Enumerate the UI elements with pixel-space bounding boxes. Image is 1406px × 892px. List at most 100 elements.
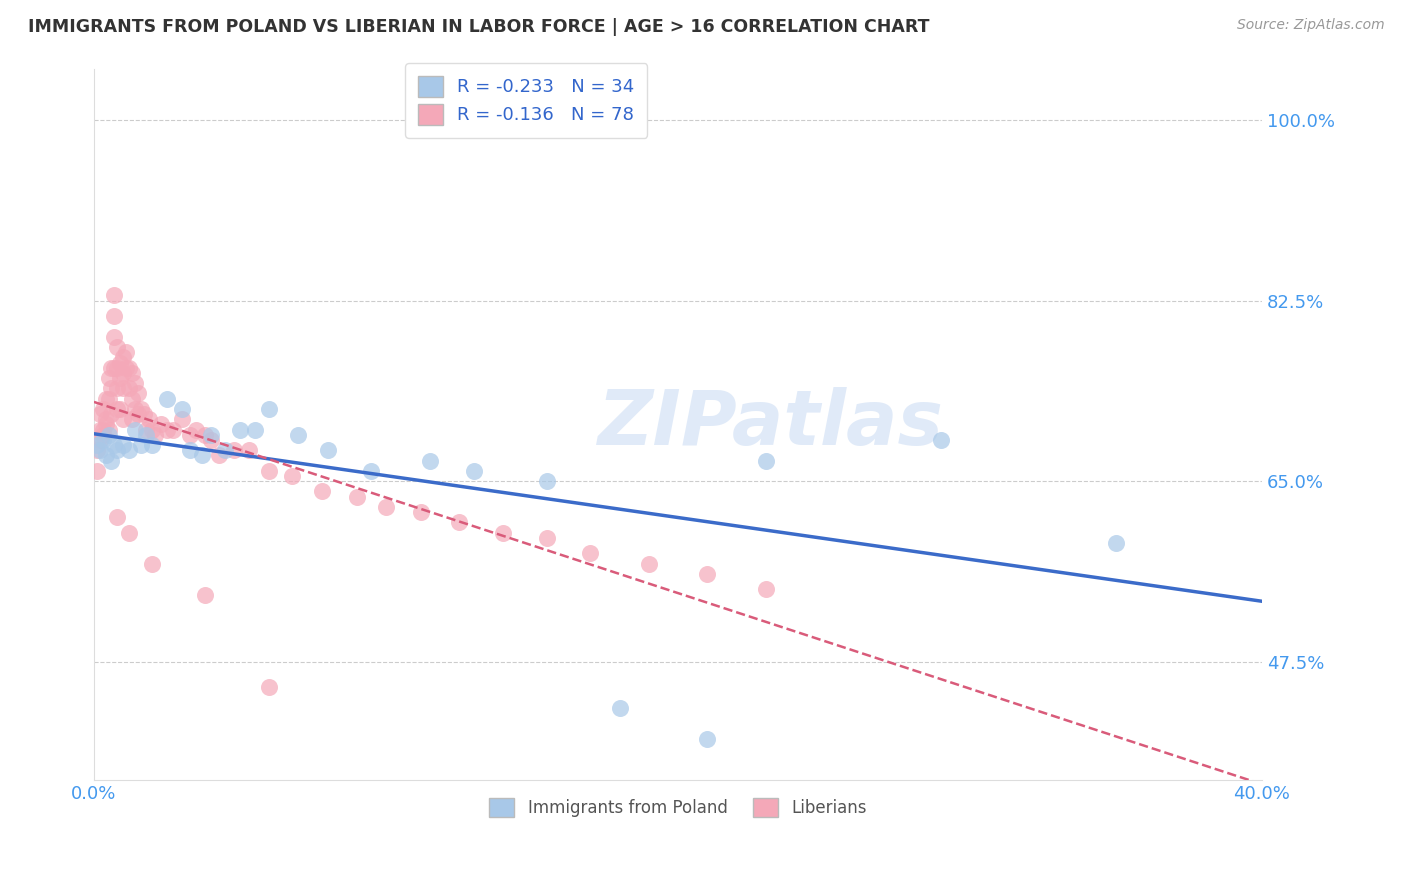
Point [108, 401, 131, 416]
Point [94, 412, 117, 426]
Point [257, 464, 280, 478]
Point [609, 701, 631, 715]
Point [129, 401, 152, 416]
Point [156, 392, 179, 406]
Point [94, 392, 117, 406]
Point [222, 443, 245, 458]
Point [536, 474, 558, 488]
Point [118, 525, 141, 540]
Point [124, 401, 146, 416]
Point [105, 381, 128, 395]
Point [579, 546, 602, 560]
Point [316, 443, 339, 458]
Point [103, 329, 125, 343]
Point [100, 407, 122, 421]
Point [346, 490, 368, 504]
Point [103, 360, 125, 375]
Point [118, 360, 141, 375]
Point [118, 381, 141, 395]
Point [929, 433, 952, 447]
Point [194, 427, 217, 442]
Point [124, 423, 146, 437]
Point [243, 423, 266, 437]
Point [200, 433, 222, 447]
Point [97, 392, 120, 406]
Point [121, 412, 143, 426]
Point [91, 427, 114, 442]
Point [127, 407, 149, 421]
Point [115, 345, 138, 359]
Point [115, 360, 138, 375]
Point [257, 681, 280, 695]
Point [112, 438, 135, 452]
Point [447, 516, 470, 530]
Point [374, 500, 396, 514]
Point [170, 412, 193, 426]
Point [91, 423, 114, 437]
Point [141, 438, 163, 452]
Point [91, 433, 114, 447]
Point [281, 469, 304, 483]
Point [229, 423, 252, 437]
Point [105, 340, 128, 354]
Point [156, 423, 179, 437]
Point [754, 453, 776, 467]
Text: ZIPatlas: ZIPatlas [599, 387, 945, 461]
Text: Source: ZipAtlas.com: Source: ZipAtlas.com [1237, 18, 1385, 32]
Point [170, 401, 193, 416]
Point [89, 407, 111, 421]
Point [103, 288, 125, 302]
Point [108, 371, 131, 385]
Point [112, 412, 135, 426]
Point [86, 464, 108, 478]
Point [94, 417, 117, 432]
Point [419, 453, 441, 467]
Point [696, 732, 718, 747]
Point [141, 557, 163, 571]
Point [121, 392, 143, 406]
Point [112, 366, 135, 380]
Text: IMMIGRANTS FROM POLAND VS LIBERIAN IN LABOR FORCE | AGE > 16 CORRELATION CHART: IMMIGRANTS FROM POLAND VS LIBERIAN IN LA… [28, 18, 929, 36]
Point [135, 427, 157, 442]
Point [100, 381, 122, 395]
Point [194, 588, 217, 602]
Point [191, 448, 214, 462]
Point [179, 427, 201, 442]
Point [754, 582, 776, 597]
Point [696, 566, 718, 581]
Point [103, 309, 125, 323]
Point [127, 386, 149, 401]
Point [132, 407, 155, 421]
Point [108, 355, 131, 369]
Point [105, 510, 128, 524]
Point [257, 401, 280, 416]
Point [105, 360, 128, 375]
Point [97, 423, 120, 437]
Point [89, 433, 111, 447]
Point [200, 427, 222, 442]
Point [238, 443, 260, 458]
Point [89, 423, 111, 437]
Point [86, 438, 108, 452]
Point [86, 443, 108, 458]
Point [492, 525, 515, 540]
Point [1105, 536, 1128, 550]
Point [105, 401, 128, 416]
Point [89, 443, 111, 458]
Point [463, 464, 485, 478]
Point [311, 484, 333, 499]
Point [103, 438, 125, 452]
Point [637, 557, 659, 571]
Point [100, 360, 122, 375]
Point [208, 448, 231, 462]
Point [409, 505, 432, 519]
Point [141, 423, 163, 437]
Point [162, 423, 184, 437]
Point [184, 423, 207, 437]
Point [100, 453, 122, 467]
Point [143, 427, 166, 442]
Point [112, 351, 135, 365]
Point [94, 448, 117, 462]
Point [360, 464, 382, 478]
Point [536, 531, 558, 545]
